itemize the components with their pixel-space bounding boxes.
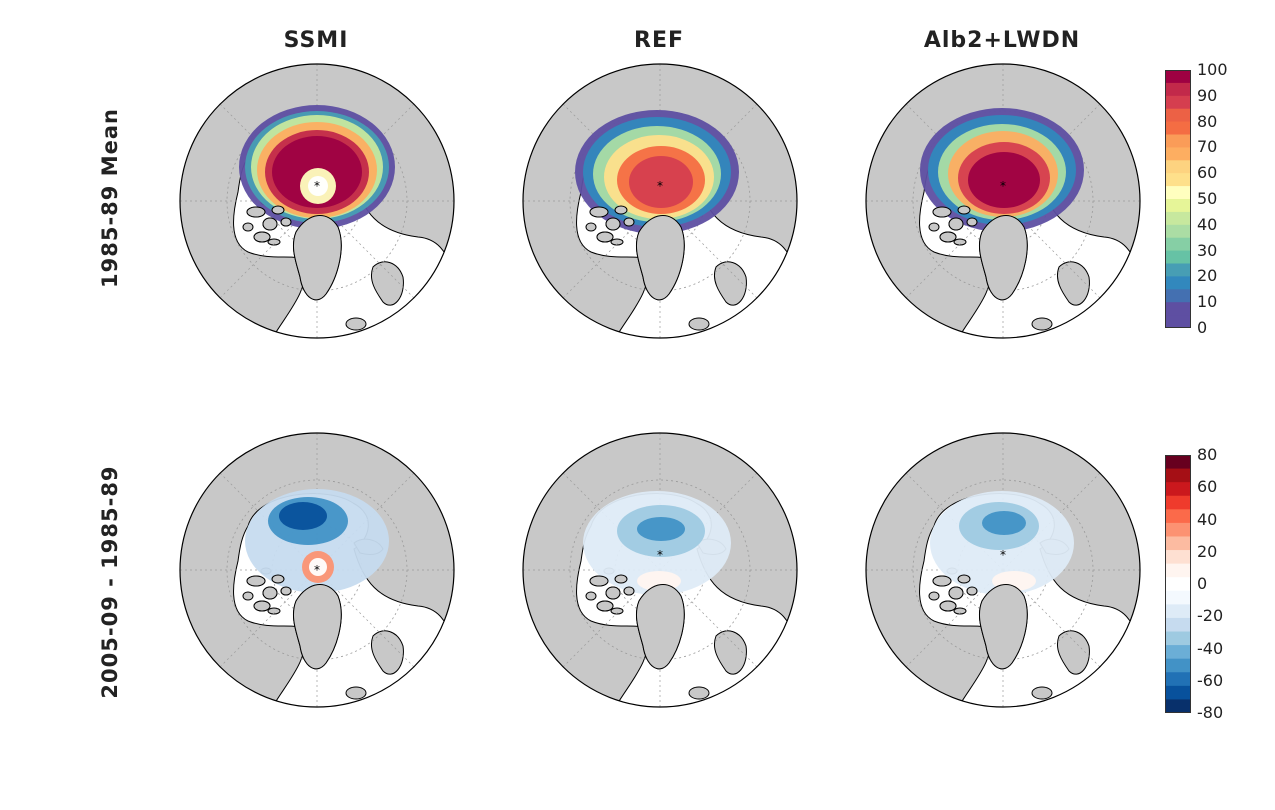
colorbar-segment [1165, 70, 1191, 84]
colorbar-tick-label: 20 [1197, 266, 1218, 286]
map-body: * [180, 64, 454, 338]
colorbar-tick-label: 80 [1197, 111, 1218, 131]
colorbar-tick-label: 0 [1197, 574, 1208, 593]
colorbar-tick-label: 60 [1197, 163, 1218, 183]
colorbar-tick-label: -20 [1197, 606, 1224, 626]
north-pole-marker: * [314, 179, 320, 193]
colorbar-segment [1165, 495, 1191, 510]
north-pole-marker: * [314, 563, 320, 577]
colorbar-segment [1165, 289, 1191, 303]
colorbar-segment [1165, 563, 1191, 578]
colorbar-segment [1165, 645, 1191, 660]
field-contour [637, 517, 685, 541]
colorbar-segment [1165, 82, 1191, 97]
field-contour [308, 176, 328, 196]
colorbar-diff [1165, 455, 1191, 713]
colorbar-segment [1165, 263, 1191, 277]
column-title-alb2-lwdn: Alb2+LWDN [923, 28, 1081, 53]
colorbar-segment [1165, 147, 1191, 161]
map-body: * [866, 433, 1140, 707]
north-pole-marker: * [657, 548, 663, 562]
colorbar-tick-label: 70 [1197, 137, 1218, 157]
colorbar-tick-label: 80 [1197, 445, 1218, 464]
colorbar-tick-label: 60 [1197, 477, 1218, 497]
colorbar-tick-label: -40 [1197, 638, 1224, 658]
colorbar-segment [1165, 577, 1191, 592]
colorbar-segment [1165, 617, 1191, 633]
map-body: * [523, 433, 797, 707]
colorbar-segment [1165, 550, 1191, 565]
field-contour [629, 156, 693, 208]
colorbar-segment [1165, 522, 1191, 537]
colorbar-segment [1165, 173, 1191, 187]
field-contour [982, 511, 1026, 535]
column-title-ssmi: SSMI [283, 28, 349, 53]
colorbar-tick-label: 20 [1197, 541, 1218, 561]
colorbar-tick-label: 0 [1197, 318, 1208, 337]
map-ref-mean: * [522, 63, 798, 339]
colorbar-tick-label: 30 [1197, 240, 1218, 260]
colorbar-segment [1165, 468, 1191, 483]
colorbar-segment [1165, 121, 1191, 135]
colorbar-segment [1165, 160, 1191, 174]
colorbar-tick-label: 10 [1197, 292, 1218, 312]
field-contour [279, 502, 327, 530]
map-ref-diff: * [522, 432, 798, 708]
colorbar-mean [1165, 70, 1191, 328]
field-contour [309, 558, 327, 576]
colorbar-segment [1165, 590, 1191, 605]
colorbar-segment [1165, 315, 1191, 328]
map-alb2-lwdn-diff: * [865, 432, 1141, 708]
colorbar-segment [1165, 108, 1191, 123]
colorbar-segment [1165, 536, 1191, 551]
row-title-mean: 1985-89 Mean [98, 108, 122, 288]
colorbar-segment [1165, 658, 1191, 673]
colorbar-segment [1165, 237, 1191, 252]
colorbar-segment [1165, 509, 1191, 524]
colorbar-segment [1165, 631, 1191, 646]
colorbar-segment [1165, 250, 1191, 264]
colorbar-segment [1165, 604, 1191, 619]
north-pole-marker: * [657, 179, 663, 193]
colorbar-segment [1165, 699, 1191, 713]
colorbar-segment [1165, 685, 1191, 700]
map-body: * [180, 433, 454, 707]
field-contour [968, 152, 1040, 208]
colorbar-tick-label: 40 [1197, 509, 1218, 529]
colorbar-tick-label: 90 [1197, 85, 1218, 105]
colorbar-segment [1165, 482, 1191, 497]
colorbar-segment [1165, 199, 1191, 213]
colorbar-tick-label: 100 [1197, 60, 1228, 79]
colorbar-segment [1165, 276, 1191, 290]
colorbar-segment [1165, 672, 1191, 687]
map-alb2-lwdn-mean: * [865, 63, 1141, 339]
column-title-ref: REF [634, 28, 684, 53]
map-ssmi-mean: * [179, 63, 455, 339]
map-body: * [523, 64, 797, 338]
colorbar-segment [1165, 455, 1191, 470]
colorbar-segment [1165, 95, 1191, 110]
colorbar-segment [1165, 224, 1191, 239]
north-pole-marker: * [1000, 179, 1006, 193]
colorbar-segment [1165, 134, 1191, 148]
colorbar-tick-label: -80 [1197, 703, 1224, 722]
map-ssmi-diff: * [179, 432, 455, 708]
colorbar-segment [1165, 211, 1191, 226]
colorbar-tick-label: 50 [1197, 189, 1218, 208]
colorbar-tick-label: 40 [1197, 214, 1218, 234]
colorbar-segment [1165, 302, 1191, 316]
north-pole-marker: * [1000, 548, 1006, 562]
colorbar-segment [1165, 186, 1191, 200]
map-body: * [866, 64, 1140, 338]
colorbar-tick-label: -60 [1197, 670, 1224, 690]
row-title-diff: 2005-09 - 1985-89 [98, 465, 122, 699]
